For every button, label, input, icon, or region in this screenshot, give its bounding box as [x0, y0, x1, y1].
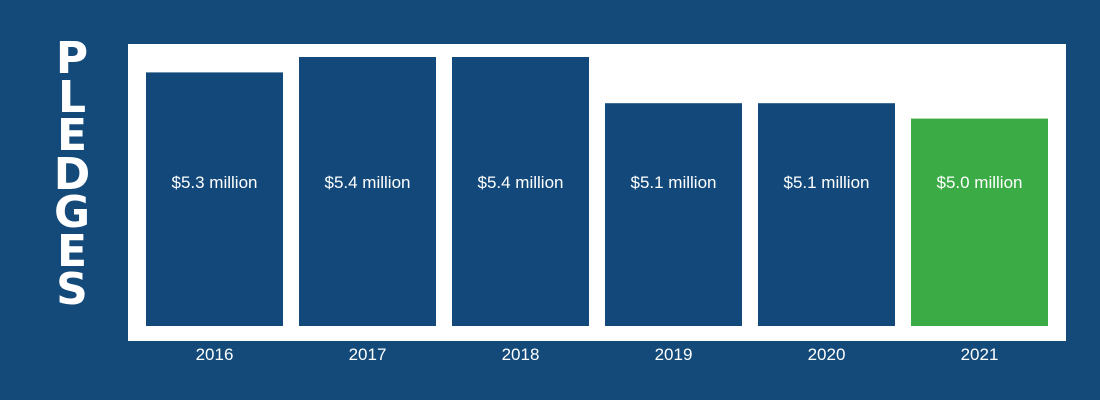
data-label-2021: $5.0 million	[937, 173, 1023, 192]
x-tick-label-2021: 2021	[961, 345, 999, 364]
side-title-letter: G	[53, 187, 91, 238]
data-label-2018: $5.4 million	[478, 173, 564, 192]
side-title-letter: P	[55, 33, 89, 84]
side-title-letter: L	[57, 71, 87, 123]
side-title-letter: E	[56, 225, 88, 277]
data-label-2020: $5.1 million	[784, 173, 870, 192]
side-title-letter: S	[56, 264, 88, 315]
x-tick-label-2019: 2019	[655, 345, 693, 364]
x-tick-label-2020: 2020	[808, 345, 846, 364]
bar-2016	[146, 72, 283, 327]
data-label-2016: $5.3 million	[172, 173, 258, 192]
side-title-letter: D	[53, 148, 91, 200]
side-title-letter: E	[56, 110, 88, 161]
x-tick-label-2017: 2017	[349, 345, 387, 364]
x-tick-label-2018: 2018	[502, 345, 540, 364]
data-label-2019: $5.1 million	[631, 173, 717, 192]
data-label-2017: $5.4 million	[325, 173, 411, 192]
bar-2021	[911, 118, 1048, 326]
bar-2019	[605, 103, 742, 326]
bar-2020	[758, 103, 895, 326]
bar-2018	[452, 57, 589, 326]
chart-panel	[128, 44, 1066, 341]
bar-2017	[299, 57, 436, 326]
x-tick-label-2016: 2016	[196, 345, 234, 364]
